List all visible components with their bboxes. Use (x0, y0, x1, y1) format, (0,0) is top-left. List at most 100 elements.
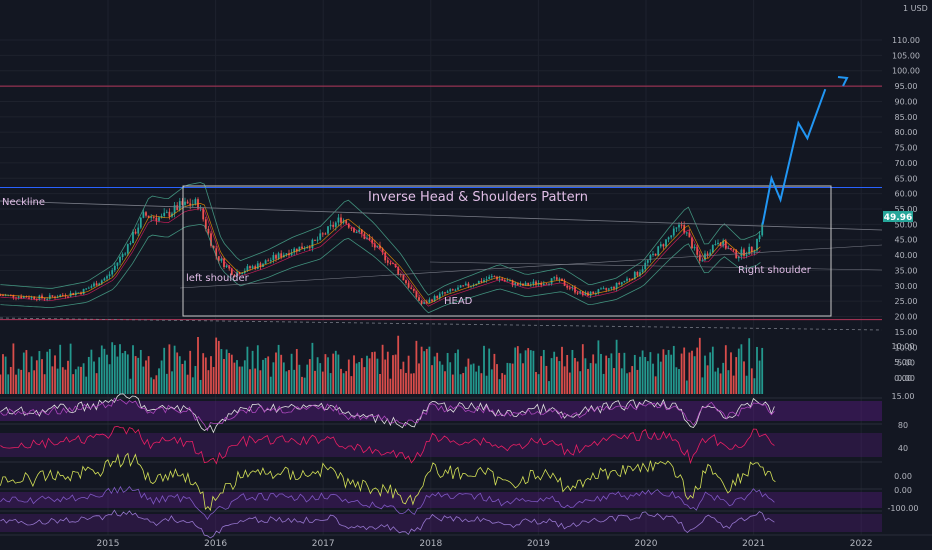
candle-body (563, 280, 566, 286)
volume-bar (288, 370, 290, 394)
volume-bar (594, 363, 597, 394)
bollinger-lower-line (0, 223, 761, 314)
volume-bar (215, 337, 218, 394)
volume-bar (600, 353, 602, 394)
price-tick-label: 70.00 (895, 159, 918, 168)
volume-bar (134, 356, 137, 394)
price-axis[interactable]: 110.00 105.00 100.00 95.00 90.00 85.00 80.00 75… (888, 36, 920, 513)
volume-bar (355, 363, 358, 394)
volume-bar (56, 368, 59, 394)
candle-body (524, 282, 527, 286)
candle-body (488, 276, 491, 280)
candle-body (402, 275, 405, 281)
volume-bar (540, 356, 543, 394)
volume-bar (155, 375, 158, 394)
volume-bar (735, 357, 738, 394)
candle-body (490, 276, 493, 278)
candle-body (324, 233, 327, 235)
candle-body (750, 246, 753, 253)
volume-bar (477, 365, 480, 394)
candle-body (399, 274, 402, 276)
candle-body (628, 278, 631, 280)
oscillator-tick-label: 0.00 (894, 486, 912, 495)
volume-bar (589, 363, 592, 394)
volume-bar (272, 362, 275, 394)
volume-bar (717, 367, 719, 394)
volume-bar (321, 371, 324, 394)
volume-bar (38, 351, 41, 394)
volume-bar (563, 366, 566, 394)
volume-bar (386, 351, 389, 394)
candle-body (532, 281, 535, 285)
volume-tick-label: 15.00 (892, 392, 915, 401)
candle-body (480, 280, 483, 283)
volume-bar (241, 366, 244, 394)
volume-bar (202, 353, 205, 394)
candle-body (451, 289, 454, 291)
volume-bar (256, 345, 259, 394)
candle-body (535, 281, 537, 285)
candle-body (431, 299, 433, 302)
volume-bar (184, 360, 186, 394)
volume-bar (69, 343, 72, 394)
time-tick-label: 2021 (742, 539, 765, 549)
price-tick-label: 30.00 (895, 282, 918, 291)
volume-bar (158, 368, 160, 394)
volume-bar (657, 353, 660, 394)
candle-body (714, 243, 717, 245)
candle-body (228, 265, 231, 269)
volume-bar (693, 356, 696, 394)
candle-body (753, 250, 756, 253)
volume-bar (615, 339, 618, 394)
time-axis[interactable]: 2015 2016 2017 2018 2019 2020 2021 2022 (97, 539, 873, 549)
volume-tick-label: 0.00 (894, 374, 912, 383)
candle-body (519, 283, 522, 286)
volume-bar (35, 360, 38, 394)
volume-bar (574, 357, 576, 394)
volume-bar (592, 354, 595, 394)
volume-bar (43, 374, 46, 394)
volume-bar (85, 376, 88, 394)
candle-body (360, 229, 363, 234)
volume-bar (509, 363, 511, 394)
volume-bar (225, 349, 228, 394)
volume-bar (649, 352, 652, 394)
volume-bar (176, 352, 179, 394)
volume-bar (363, 367, 366, 394)
candle-body (267, 260, 270, 262)
candle-body (176, 205, 179, 210)
volume-bar (77, 366, 80, 394)
candle-body (693, 246, 696, 249)
candle-body (95, 283, 98, 286)
volume-bar (691, 350, 693, 394)
candle-body (727, 248, 730, 250)
volume-bar (173, 345, 176, 394)
volume-bar (30, 356, 33, 394)
volume-bar (384, 359, 387, 394)
volume-bar (420, 346, 423, 394)
projection-arrow (761, 88, 827, 225)
volume-bar (685, 380, 688, 394)
candle-body (173, 205, 176, 214)
candle-body (711, 244, 714, 253)
candle-body (259, 263, 262, 268)
price-tick-label: 50.00 (895, 220, 918, 229)
price-tick-label: 55.00 (895, 205, 918, 214)
candle-body (501, 278, 504, 281)
candle-body (350, 227, 353, 229)
volume-bar (243, 360, 246, 394)
volume-bar (379, 373, 381, 394)
volume-bar (441, 364, 444, 394)
candle-body (483, 280, 485, 283)
candle-body (615, 282, 618, 289)
candle-body (251, 266, 254, 269)
candle-body (493, 276, 496, 278)
volume-bar (675, 367, 678, 394)
candle-body (33, 296, 36, 300)
volume-bar (90, 349, 93, 394)
candle-body (659, 244, 662, 247)
volume-bar (48, 349, 51, 394)
volume-bar (696, 347, 699, 394)
candle-body (233, 274, 236, 277)
